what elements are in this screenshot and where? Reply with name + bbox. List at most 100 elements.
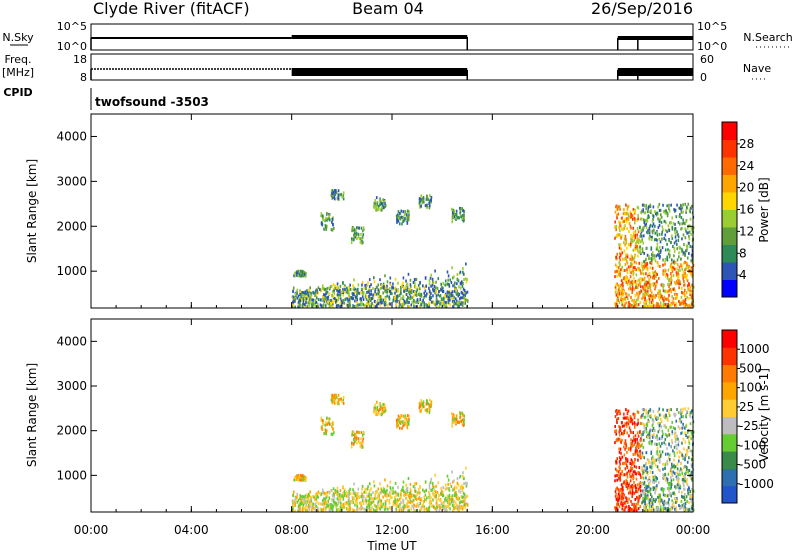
echo-cell [645, 283, 648, 287]
echo-cell [635, 472, 638, 476]
echo-cell [307, 500, 309, 504]
echo-cell [450, 500, 453, 504]
echo-cell [685, 291, 688, 295]
echo-cell [419, 280, 421, 284]
echo-cell [411, 300, 414, 304]
echo-cell [637, 445, 640, 449]
echo-cell [639, 269, 642, 273]
echo-cell [671, 234, 673, 238]
echo-cell [330, 299, 332, 303]
echo-cell [301, 497, 304, 501]
echo-cell [675, 304, 678, 308]
echo-cell [647, 285, 649, 289]
echo-cell [371, 296, 374, 300]
echo-cell [641, 439, 643, 443]
echo-cell [636, 286, 639, 290]
echo-cell [691, 465, 694, 469]
echo-cell [650, 501, 653, 505]
echo-cell [646, 466, 648, 470]
echo-cell [446, 290, 449, 294]
echo-cell [625, 457, 627, 461]
echo-cell [642, 208, 644, 212]
echo-cell [321, 299, 324, 303]
echo-cell [348, 292, 350, 296]
echo-cell [618, 504, 621, 508]
echo-cell [646, 290, 649, 294]
echo-cell [339, 509, 341, 513]
echo-cell [427, 198, 430, 202]
echo-cell [642, 422, 645, 426]
echo-cell [672, 274, 675, 278]
nsky-dense-block [291, 35, 468, 39]
echo-cell [331, 422, 334, 426]
echo-cell [414, 285, 416, 289]
echo-cell [402, 505, 405, 509]
echo-cell [614, 494, 617, 498]
echo-cell [651, 229, 654, 233]
echo-cell [625, 252, 627, 256]
echo-cell [649, 294, 652, 298]
echo-cell [682, 270, 685, 274]
echo-cell [630, 295, 632, 299]
echo-cell [419, 498, 422, 502]
echo-cell [619, 229, 621, 233]
echo-cell [639, 444, 642, 448]
echo-cell [684, 268, 686, 272]
echo-cell [457, 496, 460, 500]
echo-cell [643, 300, 646, 304]
echo-cell [690, 272, 692, 276]
echo-cell [671, 420, 674, 424]
echo-cell [636, 451, 639, 455]
echo-cell [630, 430, 632, 434]
echo-cell [626, 497, 628, 501]
echo-cell [687, 287, 689, 291]
echo-cell [339, 501, 342, 505]
echo-cell [624, 473, 626, 477]
echo-cell [675, 477, 678, 481]
echo-cell [669, 425, 672, 429]
echo-cell [640, 210, 642, 214]
echo-cell [639, 247, 642, 251]
echo-cell [459, 296, 462, 300]
echo-cell [633, 443, 636, 447]
echo-cell [384, 298, 387, 302]
echo-cell [306, 291, 309, 295]
echo-cell [658, 428, 661, 432]
echo-cell [374, 198, 377, 202]
echo-cell [332, 487, 335, 491]
echo-cell [327, 295, 330, 299]
echo-cell [403, 423, 405, 427]
echo-cell [688, 208, 691, 212]
echo-cell [672, 505, 674, 509]
freq-dense-block [617, 68, 693, 76]
echo-cell [465, 502, 468, 506]
echo-cell [373, 480, 375, 484]
echo-cell [451, 220, 453, 224]
echo-cell [396, 498, 399, 502]
echo-cell [465, 495, 468, 499]
echo-cell [655, 458, 658, 462]
echo-cell [620, 500, 623, 504]
colorbar-segment [722, 433, 737, 452]
echo-cell [633, 302, 636, 306]
echo-cell [365, 505, 368, 509]
echo-cell [430, 284, 432, 288]
echo-cell [686, 469, 689, 473]
echo-cell [311, 304, 314, 308]
echo-cell [371, 302, 373, 306]
echo-cell [637, 303, 640, 307]
echo-cell [657, 263, 660, 267]
echo-cell [445, 507, 447, 511]
echo-cell [624, 243, 626, 247]
x-tick-label: 20:00 [575, 523, 610, 537]
echo-cell [304, 507, 306, 511]
echo-cell [444, 505, 447, 509]
echo-cell [622, 290, 625, 294]
echo-cell [619, 467, 621, 471]
echo-cell [647, 496, 649, 500]
echo-cell [407, 494, 410, 498]
echo-cell [638, 238, 641, 242]
echo-cell [623, 226, 626, 230]
echo-cell [649, 225, 651, 229]
echo-cell [395, 509, 398, 513]
